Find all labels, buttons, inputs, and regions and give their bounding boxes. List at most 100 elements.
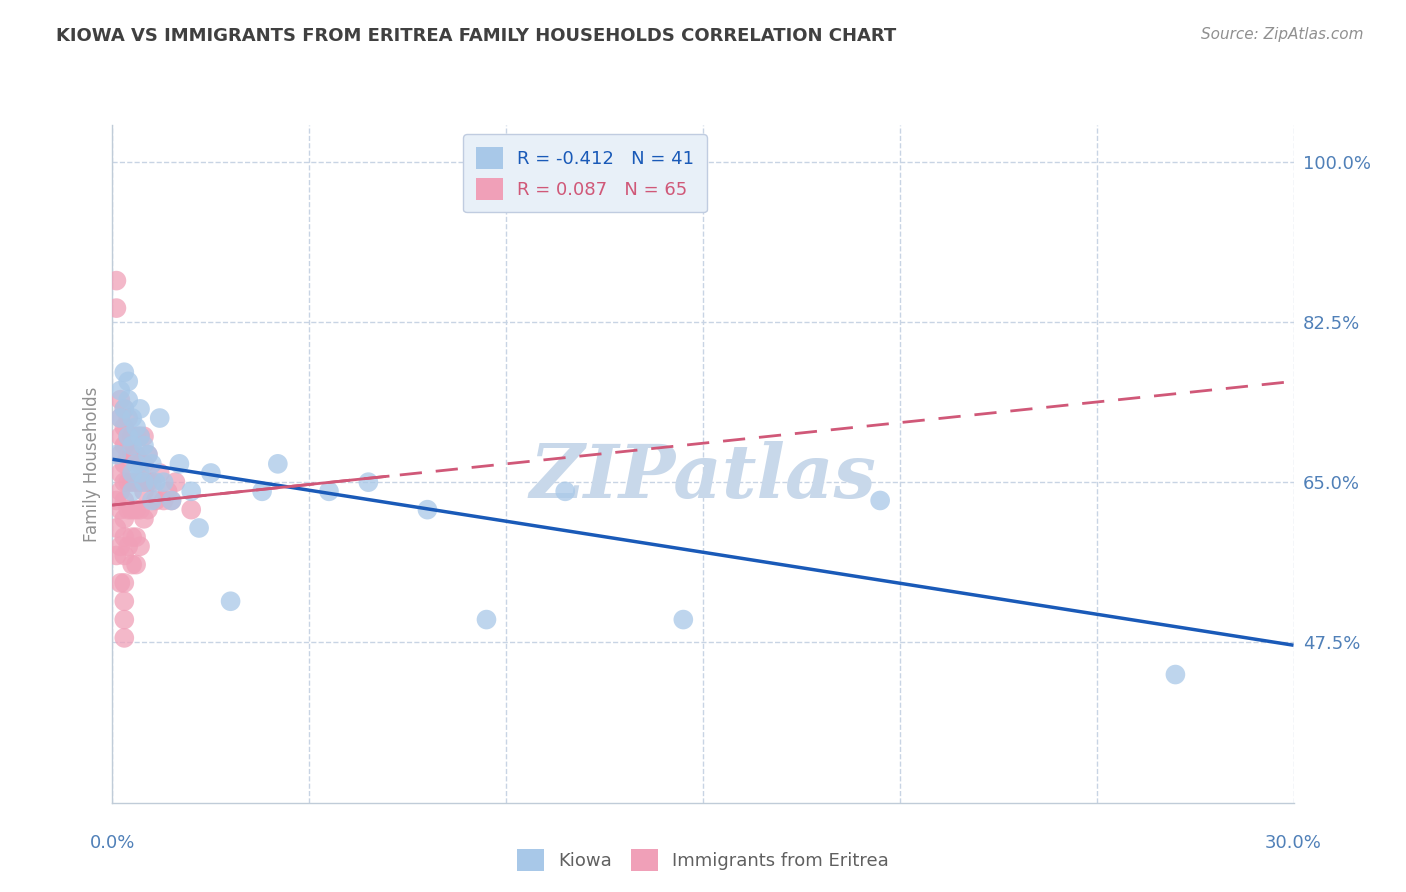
Point — [105, 301, 128, 315]
Point — [132, 438, 155, 452]
Point — [136, 502, 159, 516]
Point — [112, 438, 135, 452]
Point — [117, 375, 139, 389]
Point — [475, 613, 498, 627]
Point — [357, 475, 380, 490]
Point — [129, 502, 152, 516]
Point — [117, 392, 139, 407]
Point — [129, 475, 152, 490]
Point — [125, 429, 148, 443]
Point — [136, 475, 159, 490]
Point — [129, 401, 152, 416]
Point — [160, 493, 183, 508]
Point — [121, 448, 143, 462]
Point — [129, 429, 152, 443]
Point — [117, 448, 139, 462]
Point — [121, 558, 143, 572]
Point — [125, 448, 148, 462]
Point — [121, 438, 143, 452]
Point — [132, 429, 155, 443]
Point — [112, 457, 135, 471]
Point — [160, 493, 183, 508]
Point — [105, 549, 128, 563]
Point — [869, 493, 891, 508]
Point — [112, 401, 135, 416]
Point — [110, 392, 132, 407]
Point — [110, 448, 132, 462]
Point — [125, 502, 148, 516]
Point — [112, 475, 135, 490]
Point — [125, 558, 148, 572]
Point — [112, 576, 135, 591]
Point — [318, 484, 340, 499]
Point — [141, 457, 163, 471]
Text: Source: ZipAtlas.com: Source: ZipAtlas.com — [1201, 27, 1364, 42]
Point — [110, 484, 132, 499]
Point — [110, 411, 132, 425]
Point — [110, 384, 132, 398]
Point — [129, 466, 152, 480]
Point — [132, 475, 155, 490]
Point — [132, 512, 155, 526]
Legend: Kiowa, Immigrants from Eritrea: Kiowa, Immigrants from Eritrea — [510, 842, 896, 879]
Point — [145, 493, 167, 508]
Point — [200, 466, 222, 480]
Point — [121, 484, 143, 499]
Point — [117, 502, 139, 516]
Point — [112, 420, 135, 434]
Point — [152, 493, 174, 508]
Point — [145, 475, 167, 490]
Point — [105, 493, 128, 508]
Point — [112, 613, 135, 627]
Point — [117, 411, 139, 425]
Point — [121, 502, 143, 516]
Text: 0.0%: 0.0% — [90, 834, 135, 852]
Point — [180, 484, 202, 499]
Y-axis label: Family Households: Family Households — [83, 386, 101, 541]
Point — [129, 429, 152, 443]
Point — [141, 475, 163, 490]
Point — [105, 521, 128, 535]
Point — [125, 475, 148, 490]
Point — [110, 429, 132, 443]
Point — [112, 549, 135, 563]
Point — [136, 448, 159, 462]
Point — [129, 539, 152, 553]
Point — [112, 594, 135, 608]
Point — [121, 475, 143, 490]
Point — [121, 429, 143, 443]
Point — [112, 493, 135, 508]
Point — [152, 475, 174, 490]
Point — [112, 530, 135, 544]
Point — [121, 530, 143, 544]
Point — [169, 457, 191, 471]
Point — [149, 466, 172, 480]
Point — [117, 429, 139, 443]
Point — [110, 411, 132, 425]
Point — [180, 502, 202, 516]
Point — [110, 466, 132, 480]
Point — [149, 411, 172, 425]
Point — [112, 512, 135, 526]
Point — [110, 576, 132, 591]
Point — [112, 401, 135, 416]
Point — [121, 411, 143, 425]
Point — [117, 475, 139, 490]
Point — [125, 457, 148, 471]
Point — [141, 493, 163, 508]
Point — [121, 466, 143, 480]
Point — [156, 484, 179, 499]
Point — [219, 594, 242, 608]
Point — [1164, 667, 1187, 681]
Point — [129, 457, 152, 471]
Point — [105, 448, 128, 462]
Point — [672, 613, 695, 627]
Point — [117, 429, 139, 443]
Point — [416, 502, 439, 516]
Point — [125, 530, 148, 544]
Point — [112, 365, 135, 379]
Point — [110, 502, 132, 516]
Point — [112, 631, 135, 645]
Point — [250, 484, 273, 499]
Point — [136, 448, 159, 462]
